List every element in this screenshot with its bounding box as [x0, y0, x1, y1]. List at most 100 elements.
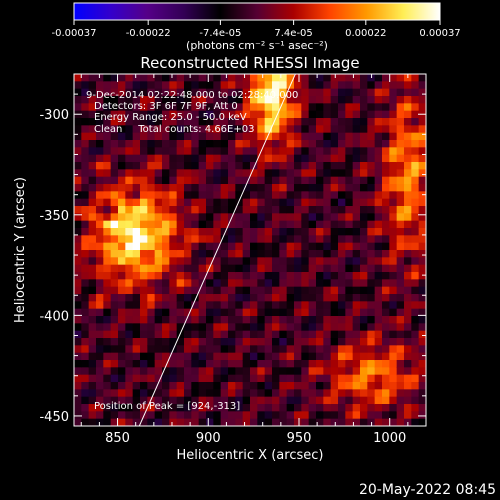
heatmap-cell	[176, 242, 185, 251]
heatmap-cell	[103, 367, 112, 376]
heatmap-cell	[374, 110, 383, 119]
heatmap-cell	[132, 206, 141, 214]
heatmap-cell	[132, 396, 141, 405]
heatmap-cell	[228, 250, 236, 258]
heatmap-cell	[74, 389, 82, 398]
heatmap-cell	[118, 110, 126, 119]
heatmap-cell	[176, 396, 185, 405]
heatmap-cell	[74, 235, 82, 244]
heatmap-cell	[279, 389, 288, 398]
heatmap-cell	[140, 213, 148, 222]
heatmap-cell	[206, 103, 214, 112]
heatmap-cell	[228, 330, 236, 339]
heatmap-cell	[308, 169, 317, 178]
heatmap-cell	[330, 74, 339, 82]
heatmap-cell	[140, 184, 148, 192]
heatmap-cell	[74, 360, 82, 368]
heatmap-cell	[191, 382, 200, 390]
heatmap-cell	[228, 162, 236, 170]
heatmap-cell	[352, 147, 361, 156]
heatmap-cell	[404, 286, 412, 295]
heatmap-cell	[213, 257, 222, 266]
heatmap-cell	[316, 272, 324, 280]
heatmap-cell	[213, 176, 222, 185]
heatmap-cell	[74, 162, 82, 170]
heatmap-cell	[242, 396, 251, 405]
heatmap-cell	[411, 330, 420, 339]
heatmap-cell	[103, 316, 112, 324]
heatmap-cell	[103, 338, 112, 346]
heatmap-cell	[242, 250, 251, 258]
heatmap-cell	[103, 286, 112, 295]
heatmap-cell	[272, 228, 280, 236]
heatmap-cell	[118, 169, 126, 178]
heatmap-cell	[323, 242, 332, 251]
heatmap-cell	[169, 81, 178, 90]
heatmap-cell	[220, 345, 229, 354]
heatmap-cell	[88, 184, 97, 192]
heatmap-cell	[411, 88, 420, 97]
heatmap-cell	[198, 374, 207, 383]
heatmap-cell	[301, 352, 310, 361]
heatmap-cell	[103, 301, 112, 310]
heatmap-cell	[257, 184, 266, 192]
heatmap-cell	[257, 235, 266, 244]
heatmap-cell	[162, 147, 170, 156]
heatmap-cell	[147, 154, 156, 163]
heatmap-cell	[132, 191, 141, 200]
heatmap-cell	[81, 191, 90, 200]
heatmap-cell	[198, 382, 207, 390]
heatmap-cell	[360, 198, 368, 207]
heatmap-cell	[404, 389, 412, 398]
heatmap-cell	[308, 374, 317, 383]
heatmap-cell	[367, 308, 376, 317]
heatmap-cell	[382, 213, 390, 222]
heatmap-cell	[279, 110, 288, 119]
heatmap-cell	[220, 162, 229, 170]
heatmap-cell	[316, 154, 324, 163]
heatmap-cell	[118, 74, 126, 82]
heatmap-cell	[191, 147, 200, 156]
heatmap-cell	[294, 272, 302, 280]
heatmap-cell	[184, 338, 192, 346]
heatmap-cell	[198, 88, 207, 97]
heatmap-cell	[360, 330, 368, 339]
heatmap-cell	[360, 374, 368, 383]
heatmap-cell	[191, 374, 200, 383]
heatmap-cell	[374, 191, 383, 200]
heatmap-cell	[198, 235, 207, 244]
heatmap-cell	[74, 242, 82, 251]
heatmap-cell	[404, 272, 412, 280]
heatmap-cell	[301, 367, 310, 376]
heatmap-cell	[74, 345, 82, 354]
heatmap-cell	[360, 418, 368, 426]
heatmap-cell	[206, 352, 214, 361]
heatmap-cell	[279, 242, 288, 251]
heatmap-cell	[404, 103, 412, 112]
heatmap-cell	[257, 345, 266, 354]
heatmap-cell	[257, 316, 266, 324]
heatmap-cell	[345, 345, 354, 354]
heatmap-cell	[140, 374, 148, 383]
heatmap-cell	[301, 389, 310, 398]
heatmap-cell	[140, 96, 148, 104]
heatmap-cell	[132, 316, 141, 324]
heatmap-cell	[360, 396, 368, 405]
heatmap-cell	[264, 323, 273, 332]
heatmap-cell	[110, 279, 119, 288]
heatmap-cell	[169, 162, 178, 170]
heatmap-cell	[125, 125, 134, 134]
heatmap-cell	[360, 81, 368, 90]
heatmap-cell	[279, 228, 288, 236]
heatmap-cell	[396, 96, 405, 104]
heatmap-cell	[206, 118, 214, 126]
heatmap-cell	[242, 352, 251, 361]
heatmap-cell	[176, 191, 185, 200]
heatmap-cell	[220, 338, 229, 346]
heatmap-cell	[154, 308, 163, 317]
heatmap-cell	[264, 250, 273, 258]
heatmap-cell	[242, 169, 251, 178]
heatmap-cell	[286, 345, 295, 354]
heatmap-cell	[418, 81, 426, 90]
